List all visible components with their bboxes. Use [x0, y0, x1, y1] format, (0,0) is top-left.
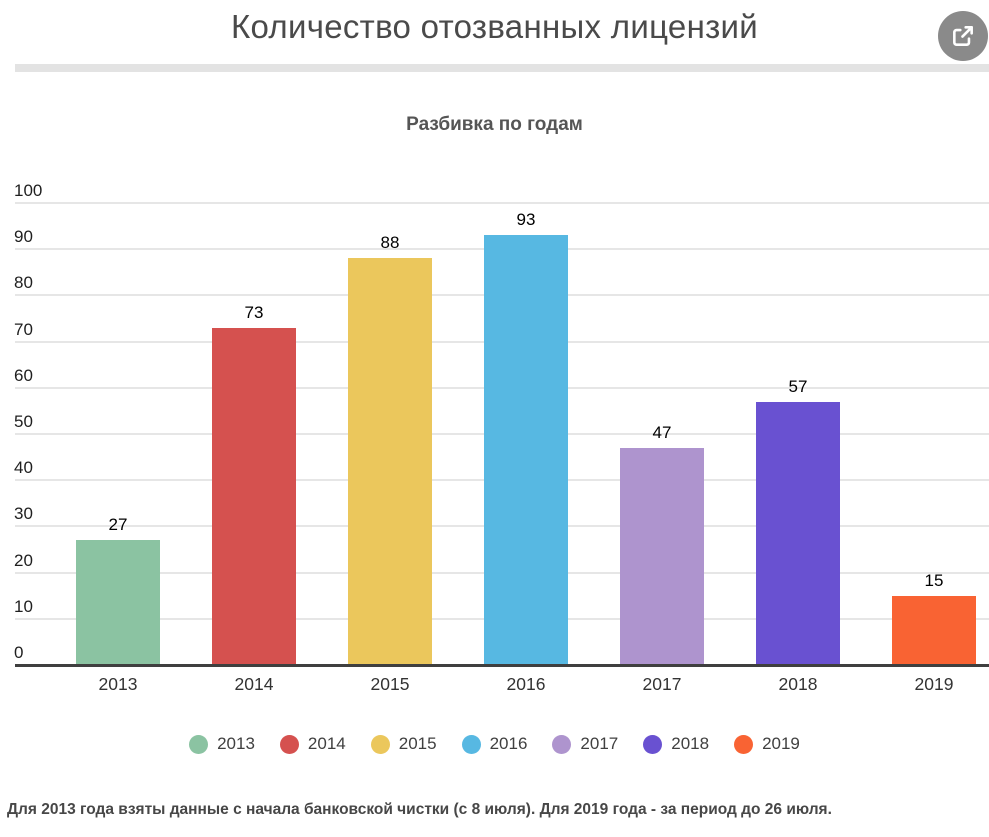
legend-label: 2018: [671, 734, 710, 753]
x-axis-label: 2016: [506, 674, 546, 694]
chart-subtitle: Разбивка по годам: [406, 114, 583, 135]
y-axis-label: 70: [14, 319, 33, 339]
legend-label: 2013: [217, 734, 255, 753]
legend-label: 2017: [580, 734, 619, 753]
bar-value-label: 73: [244, 302, 264, 322]
x-axis-label: 2019: [914, 674, 954, 694]
bar-value-label: 15: [924, 570, 944, 590]
legend-swatch: [643, 734, 663, 754]
footnote: Для 2013 года взяты данные с начала банк…: [7, 801, 832, 818]
x-axis-label: 2014: [234, 674, 274, 694]
legend-swatch: [552, 734, 572, 754]
legend-item[interactable]: 2018: [643, 734, 709, 754]
bar-2017[interactable]: [620, 447, 704, 665]
bar-2013[interactable]: [76, 540, 160, 665]
y-axis-label: 60: [14, 365, 33, 385]
legend-item[interactable]: 2016: [461, 734, 528, 754]
y-axis-label: 30: [14, 504, 33, 524]
legend-label: 2014: [307, 734, 346, 753]
bar-2014[interactable]: [212, 327, 296, 665]
x-axis-label: 2017: [642, 674, 682, 694]
y-axis-label: 100: [14, 181, 43, 200]
legend-swatch: [461, 734, 481, 754]
chart-legend: 2013 2014 2015 2016 2017 2018 2019: [0, 733, 989, 755]
legend-label: 2016: [489, 734, 528, 753]
x-axis-label: 2018: [778, 674, 818, 694]
header: Количество отозванных лицензий: [0, 0, 989, 72]
legend-item[interactable]: 2015: [370, 734, 437, 754]
legend-swatch: [279, 734, 299, 754]
legend-item[interactable]: 2014: [279, 734, 346, 754]
y-axis-label: 50: [14, 412, 33, 431]
bar-2018[interactable]: [756, 401, 840, 665]
legend-item[interactable]: 2013: [189, 734, 255, 754]
bar-value-label: 27: [108, 515, 128, 535]
bar-2015[interactable]: [348, 258, 432, 665]
x-axis-label: 2015: [370, 674, 410, 694]
share-export-icon: [950, 23, 976, 49]
legend-swatch: [734, 734, 754, 754]
bar-value-label: 93: [516, 210, 536, 230]
bar-value-label: 57: [788, 376, 808, 396]
legend-label: 2019: [762, 734, 800, 753]
y-axis-label: 40: [14, 458, 33, 478]
y-axis-label: 10: [14, 596, 33, 616]
y-axis-label: 20: [14, 550, 33, 570]
bar-value-label: 47: [652, 422, 672, 442]
y-axis-label: 80: [14, 273, 33, 293]
legend-swatch: [189, 734, 209, 754]
page-title: Количество отозванных лицензий: [230, 8, 758, 45]
x-axis-label: 2013: [98, 674, 138, 694]
legend-label: 2015: [398, 734, 437, 753]
bar-2016[interactable]: [484, 235, 568, 665]
share-button[interactable]: [938, 11, 988, 61]
y-axis-label: 0: [14, 643, 24, 662]
y-axis-label: 90: [14, 227, 33, 247]
header-divider: [15, 64, 989, 72]
legend-item[interactable]: 2017: [552, 734, 618, 754]
gridline: [15, 202, 989, 204]
legend-swatch: [370, 734, 390, 754]
x-axis-line: [15, 664, 989, 667]
bar-2019[interactable]: [892, 595, 976, 665]
bar-chart: 0 10 20 30 40 50 60 70 80 90 100 27 2013 73 2014 88 2015…: [0, 178, 989, 703]
bar-value-label: 88: [380, 233, 400, 253]
legend-item[interactable]: 2019: [734, 734, 800, 754]
